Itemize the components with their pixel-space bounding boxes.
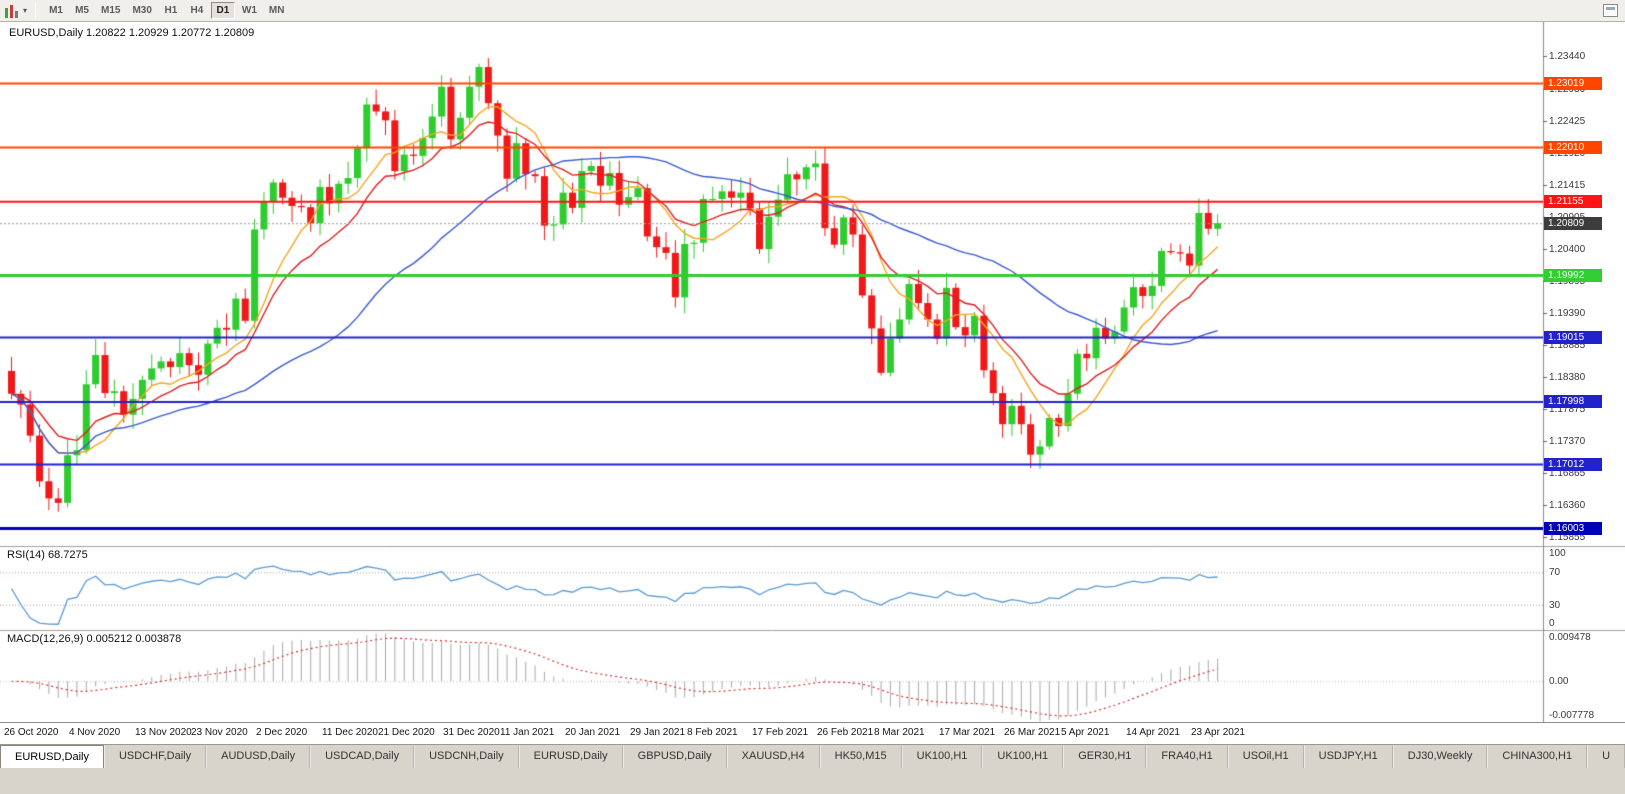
rsi-label: RSI(14) 68.7275: [7, 549, 88, 561]
timeframe-m15[interactable]: M15: [101, 5, 121, 16]
tab-ger30-h1-11[interactable]: GER30,H1: [1063, 745, 1147, 768]
date-label: 8 Feb 2021: [687, 727, 738, 738]
date-label: 29 Jan 2021: [630, 727, 686, 738]
timeframe-h4[interactable]: H4: [190, 5, 204, 16]
tab-u-17[interactable]: U: [1587, 745, 1625, 768]
price-axis-tick: 1.16865: [1549, 468, 1586, 479]
macd-axis-tick: 0.009478: [1549, 632, 1591, 643]
timeframe-w1[interactable]: W1: [241, 5, 257, 16]
tab-eurusd-daily-0[interactable]: EURUSD,Daily: [0, 745, 104, 768]
date-label: 17 Mar 2021: [939, 727, 996, 738]
macd-axis-tick: -0.007778: [1549, 710, 1595, 721]
price-axis-tick: 1.18885: [1549, 340, 1586, 351]
chart-tabs: EURUSD,Daily USDCHF,Daily AUDUSD,Daily USDC…: [0, 744, 1625, 768]
macd-label: MACD(12,26,9) 0.005212 0.003878: [7, 633, 182, 645]
date-label: 23 Nov 2020: [191, 727, 248, 738]
tab-audusd-daily-2[interactable]: AUDUSD,Daily: [206, 745, 311, 768]
date-label: 2 Dec 2020: [256, 727, 308, 738]
price-level-tag: 1.19015: [1544, 331, 1602, 344]
timeframe-m30[interactable]: M30: [132, 5, 152, 16]
tab-hk50-m15-8[interactable]: HK50,M15: [819, 745, 902, 768]
price-axis-tick: 1.17875: [1549, 404, 1586, 415]
price-chart-canvas[interactable]: [0, 22, 1625, 722]
price-level-tag: 1.21155: [1544, 195, 1602, 208]
date-label: 13 Nov 2020: [135, 727, 192, 738]
price-axis-tick: 1.20400: [1549, 244, 1586, 255]
price-level-tag: 1.16003: [1544, 522, 1602, 535]
price-level-tag: 1.22010: [1544, 141, 1602, 154]
date-label: 8 Mar 2021: [874, 727, 925, 738]
candlestick-chart-icon[interactable]: [5, 4, 21, 18]
date-label: 4 Nov 2020: [69, 727, 121, 738]
tab-china300-h1-16[interactable]: CHINA300,H1: [1487, 745, 1588, 768]
price-axis-tick: 1.22425: [1549, 116, 1586, 127]
tab-eurusd-daily-5[interactable]: EURUSD,Daily: [518, 745, 623, 768]
date-label: 11 Jan 2021: [500, 727, 555, 738]
price-axis-tick: 1.23440: [1549, 51, 1586, 62]
toolbar-separator: [35, 2, 37, 19]
tab-usdcad-daily-3[interactable]: USDCAD,Daily: [310, 745, 415, 768]
rsi-axis-tick: 0: [1549, 618, 1555, 629]
toolbar: ▾ M1 M5 M15 M30 H1 H4 D1 W1 MN: [0, 0, 1625, 22]
tab-fra40-h1-12[interactable]: FRA40,H1: [1146, 745, 1228, 768]
date-label: 21 Dec 2020: [378, 727, 435, 738]
price-axis-tick: 1.16360: [1549, 500, 1586, 511]
price-level-tag: 1.17998: [1544, 395, 1602, 408]
date-label: 23 Apr 2021: [1191, 727, 1245, 738]
date-axis: [0, 722, 1625, 744]
timeframe-mn[interactable]: MN: [268, 5, 285, 16]
tab-uk100-h1-10[interactable]: UK100,H1: [982, 745, 1064, 768]
price-axis-tick: 1.18380: [1549, 372, 1586, 383]
date-label: 17 Feb 2021: [752, 727, 809, 738]
date-label: 14 Apr 2021: [1126, 727, 1180, 738]
date-label: 31 Dec 2020: [443, 727, 500, 738]
price-level-tag: 1.19992: [1544, 269, 1602, 282]
chevron-down-icon[interactable]: ▾: [23, 6, 28, 15]
tab-usdcnh-daily-4[interactable]: USDCNH,Daily: [414, 745, 519, 768]
price-axis-tick: 1.17370: [1549, 436, 1586, 447]
date-label: 20 Jan 2021: [565, 727, 621, 738]
rsi-axis-tick: 30: [1549, 600, 1561, 611]
tab-gbpusd-daily-6[interactable]: GBPUSD,Daily: [622, 745, 727, 768]
date-label: 5 Apr 2021: [1061, 727, 1110, 738]
price-axis-tick: 1.19390: [1549, 308, 1586, 319]
tab-dj30-weekly-15[interactable]: DJ30,Weekly: [1392, 745, 1488, 768]
tab-uk100-h1-9[interactable]: UK100,H1: [901, 745, 983, 768]
timeframe-m1[interactable]: M1: [49, 5, 63, 16]
current-price-tag: 1.20809: [1544, 217, 1602, 230]
timeframe-d1[interactable]: D1: [210, 2, 235, 19]
rsi-axis-tick: 100: [1549, 548, 1566, 559]
tab-usdchf-daily-1[interactable]: USDCHF,Daily: [103, 745, 207, 768]
tab-xauusd-h4-7[interactable]: XAUUSD,H4: [726, 745, 820, 768]
date-label: 11 Dec 2020: [322, 727, 378, 738]
timeframe-m5[interactable]: M5: [75, 5, 89, 16]
date-label: 26 Feb 2021: [817, 727, 874, 738]
restore-window-icon[interactable]: [1603, 4, 1618, 17]
price-axis-tick: 1.21415: [1549, 180, 1586, 191]
tab-usdjpy-h1-14[interactable]: USDJPY,H1: [1303, 745, 1393, 768]
price-axis-tick: 1.15855: [1549, 532, 1586, 543]
price-level-tag: 1.23019: [1544, 77, 1602, 90]
rsi-axis-tick: 70: [1549, 567, 1561, 578]
macd-axis-tick: 0.00: [1549, 676, 1569, 687]
date-label: 26 Oct 2020: [4, 727, 59, 738]
window-bottom-strip: [0, 768, 1625, 794]
chart-title: EURUSD,Daily 1.20822 1.20929 1.20772 1.2…: [9, 27, 255, 39]
tab-usoil-h1-13[interactable]: USOil,H1: [1227, 745, 1304, 768]
timeframe-group: M1 M5 M15 M30 H1 H4 D1 W1 MN: [43, 2, 290, 19]
price-level-tag: 1.17012: [1544, 458, 1602, 471]
date-label: 26 Mar 2021: [1004, 727, 1061, 738]
timeframe-h1[interactable]: H1: [164, 5, 178, 16]
